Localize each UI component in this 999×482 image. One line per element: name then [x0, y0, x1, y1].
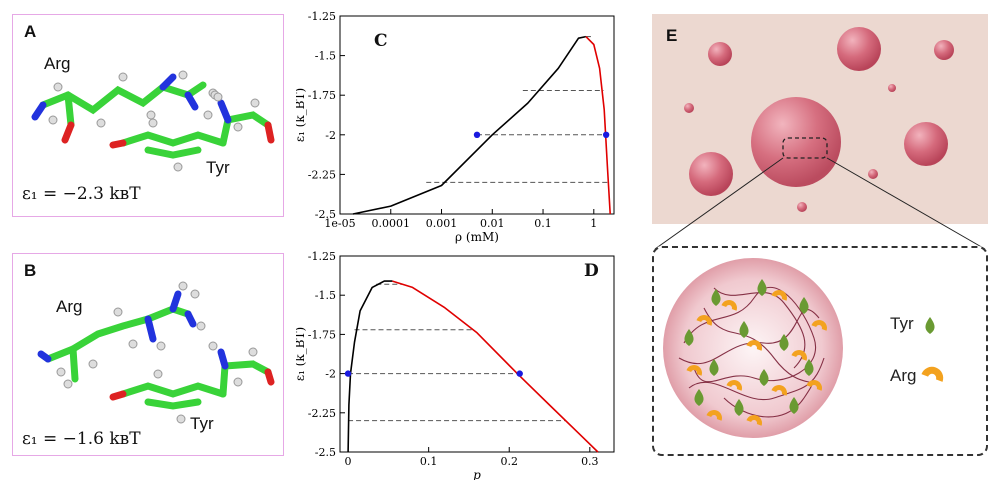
series-line-0 — [352, 35, 587, 215]
x-tick-label: 0.001 — [426, 217, 458, 230]
zoomed-droplet-panel — [652, 246, 988, 456]
data-point — [344, 370, 352, 377]
x-tick-label: 1 — [590, 217, 597, 230]
panel-letter-b: B — [24, 261, 37, 280]
x-tick-label: 0.1 — [534, 217, 552, 230]
droplet — [797, 202, 807, 212]
arg-tyr-structure-a — [31, 70, 275, 172]
y-tick-label: -2 — [325, 129, 336, 142]
droplet — [689, 152, 733, 196]
x-tick-label: 0 — [345, 455, 352, 468]
tyr-label-a: Tyr — [206, 158, 230, 177]
arg-tyr-structure-b — [37, 281, 275, 424]
droplet — [904, 122, 948, 166]
x-tick-label: 1e-05 — [324, 217, 355, 230]
series-line-0 — [347, 280, 393, 453]
y-axis-label: ε₁ (k_BT) — [296, 327, 307, 381]
x-axis-label: ρ (mM) — [455, 230, 499, 244]
series-line-1 — [392, 280, 599, 453]
data-point — [602, 131, 610, 138]
droplet — [888, 84, 896, 92]
y-tick-label: -1.25 — [308, 10, 336, 23]
panel-b — [12, 253, 284, 456]
arg-label-a: Arg — [44, 54, 71, 73]
panel-letter-d: D — [584, 261, 599, 281]
series-line-1 — [585, 36, 611, 215]
tyr-legend-icon — [925, 317, 935, 334]
y-tick-label: -1.75 — [308, 89, 336, 102]
panel-letter-a: A — [24, 22, 37, 41]
x-tick-label: 0.1 — [420, 455, 438, 468]
panel-letter-c: C — [374, 31, 388, 51]
plot-frame — [339, 15, 615, 215]
x-tick-label: 0.01 — [480, 217, 505, 230]
x-tick-label: 0.0001 — [372, 217, 411, 230]
chart-c: -1.25 -1.5 -1.75 -2 -2.25 -2.51e-05 0.0001 0.00… — [296, 10, 615, 244]
panel-letter-e: E — [666, 26, 678, 45]
droplet — [934, 40, 954, 60]
x-axis-label: p — [473, 468, 481, 480]
energy-label-b: ε₁ = −1.6 kʙT — [22, 429, 141, 449]
droplet — [868, 169, 878, 179]
y-tick-label: -1.5 — [315, 289, 336, 302]
y-tick-label: -2.25 — [308, 168, 336, 181]
droplet-large — [751, 97, 841, 187]
legend-tyr-label: Tyr — [890, 314, 914, 333]
zoom-region — [782, 137, 828, 159]
chart-d: -1.25 -1.5 -1.75 -2 -2.25 -2.5 0 0.1 0.2 0.3 p ε₁ (… — [296, 250, 615, 480]
panel-a — [12, 14, 284, 217]
y-tick-label: -2.25 — [308, 407, 336, 420]
energy-label-a: ε₁ = −2.3 kʙT — [22, 184, 141, 204]
y-tick-label: -1.25 — [308, 250, 336, 263]
y-tick-label: -1.5 — [315, 50, 336, 63]
arg-legend-icon — [921, 363, 947, 382]
tyr-label-b: Tyr — [190, 414, 214, 433]
panel-e-droplets — [652, 14, 988, 224]
data-point — [473, 131, 481, 138]
data-point — [516, 370, 523, 377]
legend-arg-label: Arg — [890, 366, 917, 385]
x-tick-label: 0.3 — [581, 455, 599, 468]
y-tick-label: -1.75 — [308, 328, 336, 341]
droplet — [837, 27, 881, 71]
zoomed-droplet — [663, 258, 843, 438]
droplet — [708, 42, 732, 66]
x-tick-label: 0.2 — [500, 455, 518, 468]
y-tick-label: -2 — [325, 368, 336, 381]
plot-frame — [339, 255, 615, 453]
droplet — [684, 103, 694, 113]
y-tick-label: -2.5 — [315, 446, 336, 459]
y-axis-label: ε₁ (k_BT) — [296, 88, 307, 142]
arg-label-b: Arg — [56, 297, 83, 316]
y-tick-label: -2.5 — [315, 208, 336, 221]
